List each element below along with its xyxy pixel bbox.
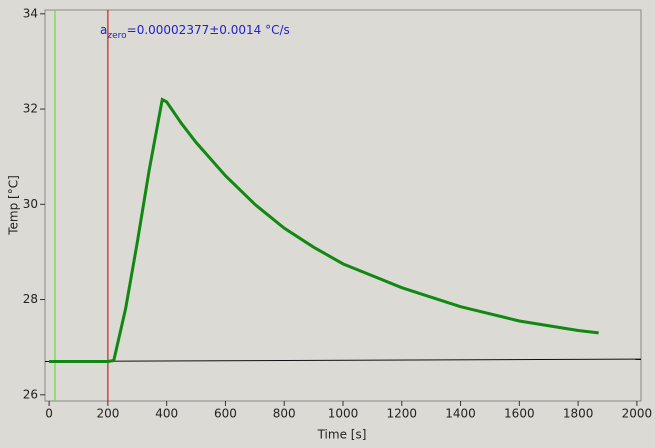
x-tick-label: 1000	[328, 407, 359, 421]
data-line	[44, 358, 642, 362]
x-tick-label: 1600	[504, 407, 535, 421]
y-tick-label: 26	[23, 387, 38, 401]
annotation: azero=0.00002377±0.0014 °C/s	[100, 23, 290, 41]
annotation-sub: zero	[107, 31, 127, 41]
annotation-text: =0.00002377±0.0014 °C/s	[127, 23, 290, 37]
x-tick-label: 600	[214, 407, 237, 421]
y-tick-label: 32	[23, 102, 38, 116]
x-tick-label: 800	[273, 407, 296, 421]
y-axis-label: Temp [°C]	[7, 175, 21, 236]
x-tick-label: 2000	[622, 407, 653, 421]
x-tick-label: 200	[96, 407, 119, 421]
plot-area	[44, 9, 642, 402]
x-tick-label: 400	[155, 407, 178, 421]
y-tick-label: 30	[23, 197, 38, 211]
data-line	[49, 97, 599, 363]
annotation-base: a	[100, 23, 107, 37]
x-tick-label: 1800	[563, 407, 594, 421]
x-tick-label: 1200	[387, 407, 418, 421]
x-axis-label: Time [s]	[317, 428, 367, 442]
x-tick-label: 1400	[445, 407, 476, 421]
y-tick-label: 28	[23, 292, 38, 306]
y-tick-label: 34	[23, 6, 38, 20]
x-tick-label: 0	[45, 407, 53, 421]
